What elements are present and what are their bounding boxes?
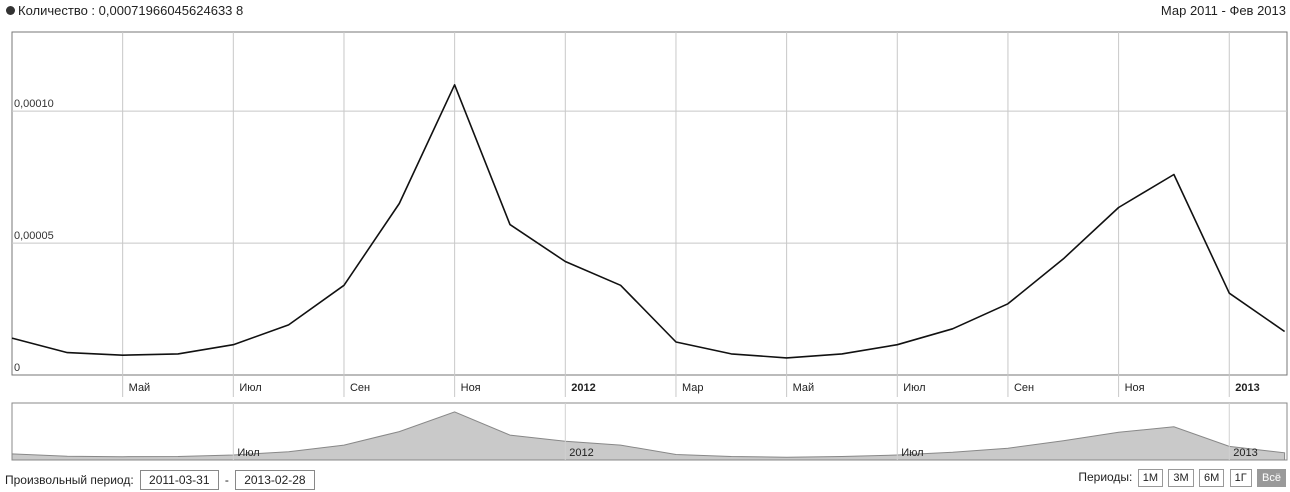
- x-tick-label: 2012: [571, 382, 595, 394]
- series-line[interactable]: [11, 84, 1286, 359]
- navigator-area: [11, 411, 1286, 461]
- data-point[interactable]: [1005, 301, 1011, 307]
- navigator-label: 2012: [569, 447, 593, 459]
- date-from-input[interactable]: 2011-03-31: [140, 470, 219, 490]
- data-point[interactable]: [728, 351, 734, 357]
- custom-period-label: Произвольный период:: [5, 473, 134, 487]
- data-point[interactable]: [839, 351, 845, 357]
- period-button-1y[interactable]: 1Г: [1229, 469, 1252, 487]
- data-point[interactable]: [618, 282, 624, 288]
- data-point[interactable]: [9, 335, 15, 341]
- x-tick-label: 2013: [1235, 382, 1259, 394]
- x-tick-label: Мар: [682, 382, 704, 394]
- x-tick-label: Сен: [1014, 382, 1034, 394]
- data-point[interactable]: [1060, 256, 1066, 262]
- data-point[interactable]: [562, 259, 568, 265]
- date-range-label: Мар 2011 - Фев 2013: [1160, 3, 1286, 18]
- data-point[interactable]: [1226, 290, 1232, 296]
- chart-header: Количество : 0,00071966045624633 8 Мар 2…: [0, 0, 1290, 28]
- data-point[interactable]: [1171, 171, 1177, 177]
- x-tick-label: Ноя: [1125, 382, 1145, 394]
- date-separator: -: [224, 473, 229, 487]
- data-point[interactable]: [894, 342, 900, 348]
- line-chart[interactable]: 0 0,00005 0,00010 Май Июл Сен Ноя 2012 Мар Май Июл…: [0, 0, 1290, 466]
- series-marker-icon: [6, 6, 15, 15]
- periods-selector: Периоды: 1М 3М 6М 1Г Всё: [1078, 469, 1286, 487]
- data-point[interactable]: [64, 350, 70, 356]
- data-point[interactable]: [950, 326, 956, 332]
- data-point[interactable]: [784, 355, 790, 361]
- periods-label: Периоды:: [1078, 470, 1133, 484]
- x-tick-label: Июл: [903, 382, 925, 394]
- y-tick-label: 0,00010: [14, 98, 54, 110]
- data-point[interactable]: [175, 351, 181, 357]
- data-point[interactable]: [396, 201, 402, 207]
- navigator-label: Июл: [237, 447, 259, 459]
- x-tick-label: Сен: [350, 382, 370, 394]
- data-point[interactable]: [341, 282, 347, 288]
- custom-period: Произвольный период: 2011-03-31 - 2013-0…: [5, 470, 318, 490]
- data-point[interactable]: [286, 322, 292, 328]
- x-tick-label: Май: [129, 382, 151, 394]
- period-button-all[interactable]: Всё: [1257, 469, 1286, 487]
- period-button-6m[interactable]: 6М: [1198, 469, 1225, 487]
- period-controls: Произвольный период: 2011-03-31 - 2013-0…: [0, 466, 1290, 492]
- y-tick-label: 0: [14, 362, 20, 374]
- series-legend[interactable]: Количество : 0,00071966045624633 8: [6, 3, 243, 18]
- legend-label: Количество : 0,00071966045624633 8: [18, 3, 244, 18]
- plot-area: [11, 31, 1288, 376]
- data-point[interactable]: [230, 342, 236, 348]
- x-tick-label: Ноя: [461, 382, 481, 394]
- navigator-label: Июл: [901, 447, 923, 459]
- x-tick-label: Июл: [239, 382, 261, 394]
- period-button-1m[interactable]: 1М: [1137, 469, 1164, 487]
- data-point[interactable]: [120, 352, 126, 358]
- data-point[interactable]: [452, 82, 458, 88]
- period-button-3m[interactable]: 3М: [1168, 469, 1194, 487]
- x-tick-label: Май: [793, 382, 815, 394]
- data-point[interactable]: [1116, 204, 1122, 210]
- date-to-input[interactable]: 2013-02-28: [235, 470, 315, 490]
- data-point[interactable]: [673, 339, 679, 345]
- y-tick-label: 0,00005: [14, 230, 54, 242]
- data-point[interactable]: [507, 222, 513, 228]
- data-point[interactable]: [1282, 328, 1288, 334]
- navigator-label: 2013: [1233, 447, 1257, 459]
